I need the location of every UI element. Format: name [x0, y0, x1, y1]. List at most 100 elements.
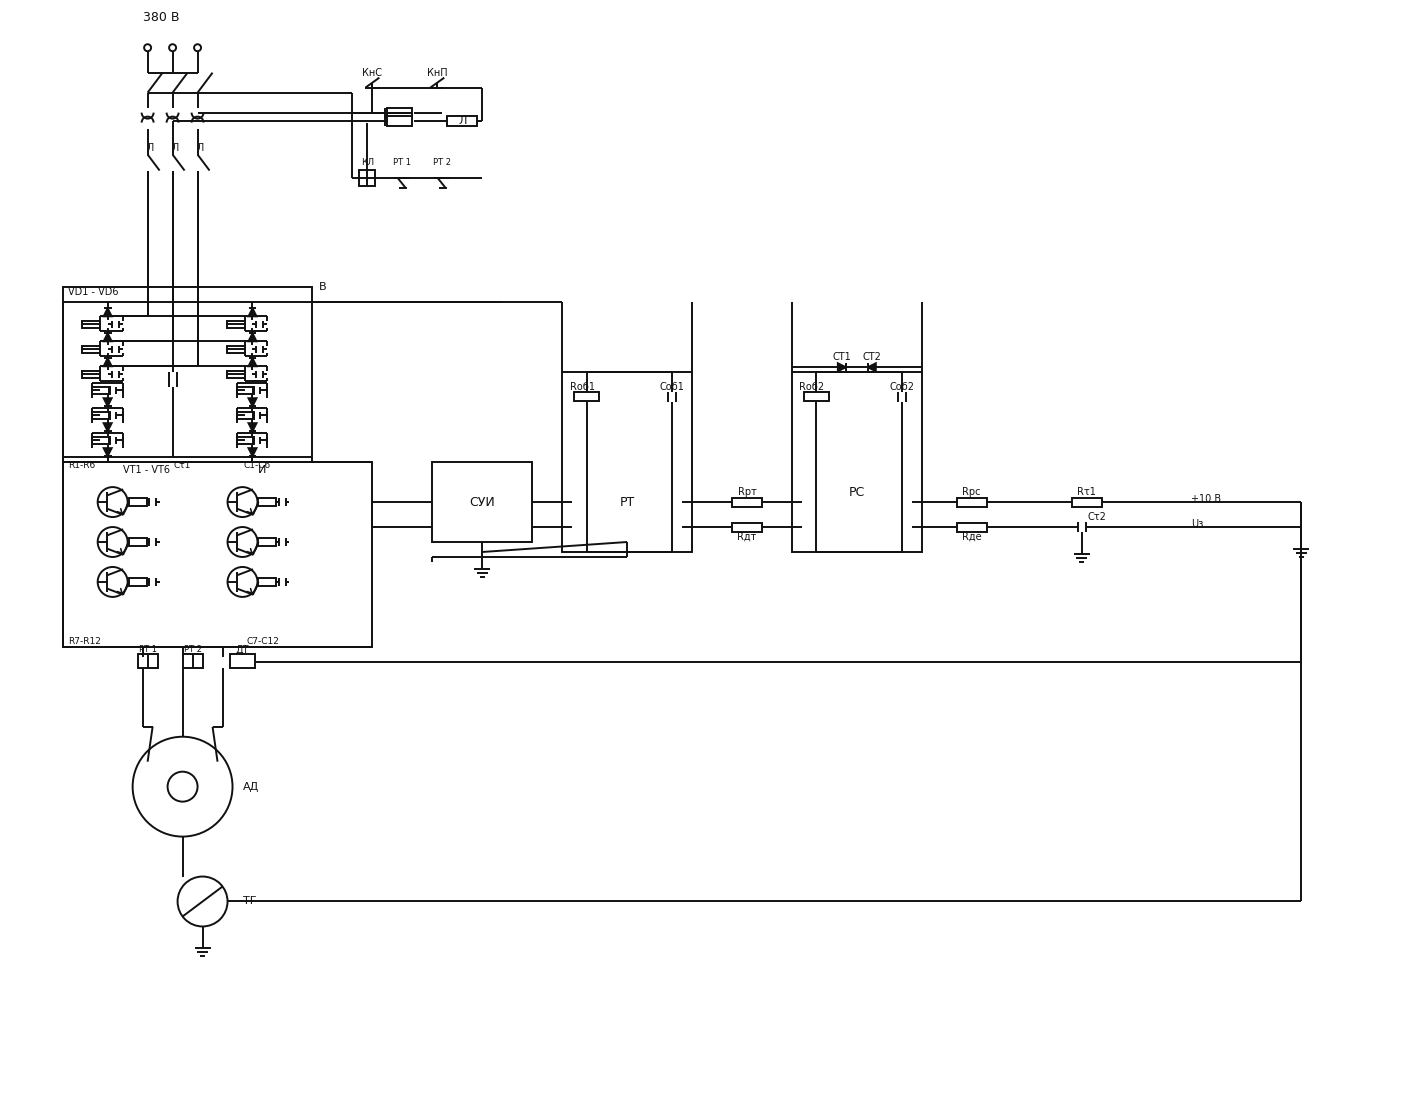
Text: РТ 2: РТ 2 — [184, 645, 202, 654]
Bar — [956, 523, 987, 532]
Polygon shape — [249, 309, 257, 316]
Circle shape — [98, 487, 128, 517]
Text: Rрт: Rрт — [737, 487, 757, 497]
Polygon shape — [868, 363, 876, 371]
Bar — [129, 538, 146, 546]
Bar — [226, 346, 244, 352]
Polygon shape — [249, 423, 257, 431]
Polygon shape — [249, 449, 257, 456]
Bar — [129, 578, 146, 586]
Text: Л: Л — [171, 142, 180, 152]
Bar — [258, 578, 277, 586]
Text: Rτ1: Rτ1 — [1077, 487, 1097, 497]
Bar — [562, 372, 692, 552]
Circle shape — [227, 527, 257, 557]
Polygon shape — [104, 309, 112, 316]
Polygon shape — [838, 363, 845, 371]
Text: Rде: Rде — [962, 532, 981, 542]
Text: РТ 2: РТ 2 — [434, 158, 451, 167]
Bar — [432, 462, 532, 542]
Bar — [236, 437, 254, 444]
Text: R1-R6: R1-R6 — [67, 461, 95, 469]
Circle shape — [98, 527, 128, 557]
Bar — [802, 442, 911, 542]
Bar — [63, 288, 313, 473]
Text: Rрс: Rрс — [963, 487, 981, 497]
Text: Сτ2: Сτ2 — [1087, 512, 1106, 522]
Bar — [91, 437, 110, 444]
Text: Uз: Uз — [1192, 519, 1203, 529]
Circle shape — [145, 44, 152, 51]
Bar — [956, 498, 987, 507]
Text: VD1 - VD6: VD1 - VD6 — [67, 288, 118, 298]
Text: Сτ1: Сτ1 — [174, 461, 191, 469]
Text: ТГ: ТГ — [243, 896, 256, 907]
Circle shape — [194, 44, 201, 51]
Bar — [236, 411, 254, 419]
Text: СУИ: СУИ — [469, 496, 496, 509]
Bar — [226, 371, 244, 377]
Text: C7-C12: C7-C12 — [246, 638, 279, 647]
Text: VT1 - VT6: VT1 - VT6 — [122, 465, 170, 475]
Polygon shape — [249, 358, 257, 366]
Circle shape — [168, 44, 176, 51]
Text: РТ 1: РТ 1 — [139, 645, 157, 654]
Polygon shape — [249, 398, 257, 406]
Circle shape — [167, 771, 198, 802]
Bar — [388, 116, 413, 126]
Text: Л: Л — [458, 116, 466, 126]
Polygon shape — [104, 358, 112, 366]
Text: В: В — [319, 282, 326, 292]
Circle shape — [227, 567, 257, 597]
Text: РТ 1: РТ 1 — [393, 158, 411, 167]
Bar — [792, 372, 922, 552]
Bar — [359, 170, 375, 186]
Bar — [91, 411, 110, 419]
Text: Л: Л — [197, 142, 204, 152]
Bar — [258, 498, 277, 507]
Text: И: И — [258, 465, 267, 475]
Bar — [81, 346, 100, 352]
Polygon shape — [104, 449, 112, 456]
Circle shape — [227, 487, 257, 517]
Text: Л: Л — [147, 142, 154, 152]
Bar — [81, 321, 100, 328]
Bar — [448, 116, 477, 126]
Polygon shape — [104, 334, 112, 341]
Text: Cоб1: Cоб1 — [660, 382, 685, 393]
Circle shape — [132, 736, 233, 837]
Bar — [573, 442, 682, 542]
Text: Rдт: Rдт — [737, 532, 757, 542]
Bar — [804, 393, 828, 401]
Bar — [731, 498, 762, 507]
Text: 380 В: 380 В — [143, 11, 180, 24]
Text: РС: РС — [848, 486, 865, 499]
Bar — [129, 498, 146, 507]
Bar — [388, 107, 413, 118]
Text: КнС: КнС — [362, 68, 382, 78]
Text: КЛ: КЛ — [361, 158, 373, 167]
Bar — [236, 387, 254, 394]
Bar — [229, 654, 256, 667]
Bar — [574, 393, 600, 401]
Bar — [63, 462, 372, 647]
Text: Rоб2: Rоб2 — [799, 382, 824, 393]
Text: РТ: РТ — [619, 496, 635, 509]
Text: СТ2: СТ2 — [862, 352, 882, 362]
Polygon shape — [104, 423, 112, 431]
Bar — [183, 654, 202, 667]
Text: R7-R12: R7-R12 — [67, 638, 101, 647]
Text: ДТ: ДТ — [236, 644, 250, 655]
Text: СТ1: СТ1 — [833, 352, 851, 362]
Text: +10 В: +10 В — [1192, 494, 1221, 504]
Text: АД: АД — [243, 781, 258, 792]
Bar — [1071, 498, 1102, 507]
Bar — [138, 654, 157, 667]
Bar — [226, 321, 244, 328]
Circle shape — [98, 567, 128, 597]
Text: Cоб2: Cоб2 — [889, 382, 914, 393]
Polygon shape — [249, 334, 257, 341]
Circle shape — [177, 876, 227, 927]
Text: C1-C6: C1-C6 — [244, 461, 271, 469]
Bar — [91, 387, 110, 394]
